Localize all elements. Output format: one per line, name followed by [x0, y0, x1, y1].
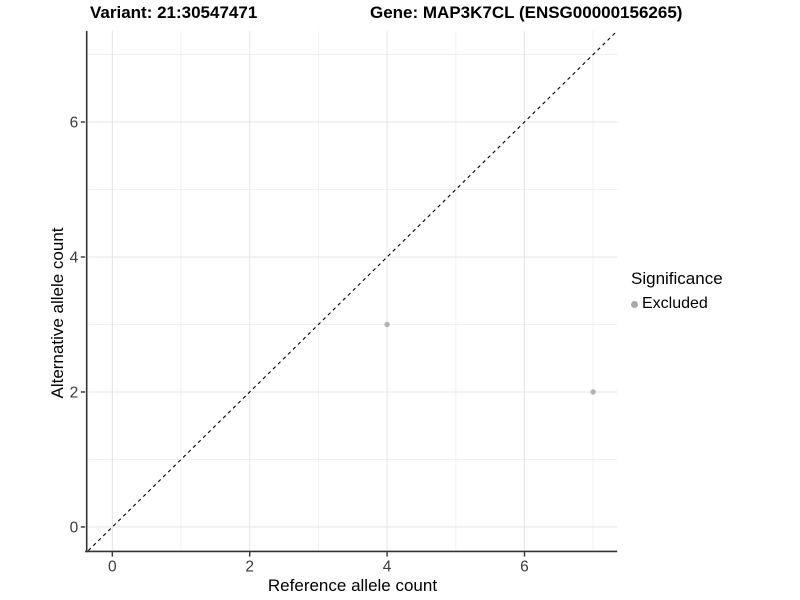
y-tick-label: 2 — [70, 384, 79, 401]
gene-title: Gene: MAP3K7CL (ENSG00000156265) — [370, 3, 683, 22]
data-point — [384, 321, 390, 328]
legend: Significance Excluded — [631, 269, 723, 313]
legend-item-excluded: Excluded — [631, 295, 723, 313]
x-tick-label: 2 — [245, 559, 254, 576]
identity-reference-line — [87, 30, 618, 551]
x-axis-title: Reference allele count — [267, 576, 438, 595]
excluded-point-icon — [631, 300, 638, 308]
data-point — [590, 389, 596, 395]
y-tick-label: 0 — [70, 519, 79, 536]
legend-title: Significance — [631, 269, 723, 288]
x-tick-label: 0 — [108, 559, 117, 576]
variant-title: Variant: 21:30547471 — [90, 3, 258, 22]
legend-item-label: Excluded — [642, 295, 708, 312]
y-tick-label: 6 — [70, 115, 79, 132]
x-tick-label: 6 — [520, 559, 529, 576]
y-tick-label: 4 — [70, 250, 79, 267]
x-tick-label: 4 — [383, 559, 392, 576]
y-axis-title: Alternative allele count — [48, 227, 67, 399]
